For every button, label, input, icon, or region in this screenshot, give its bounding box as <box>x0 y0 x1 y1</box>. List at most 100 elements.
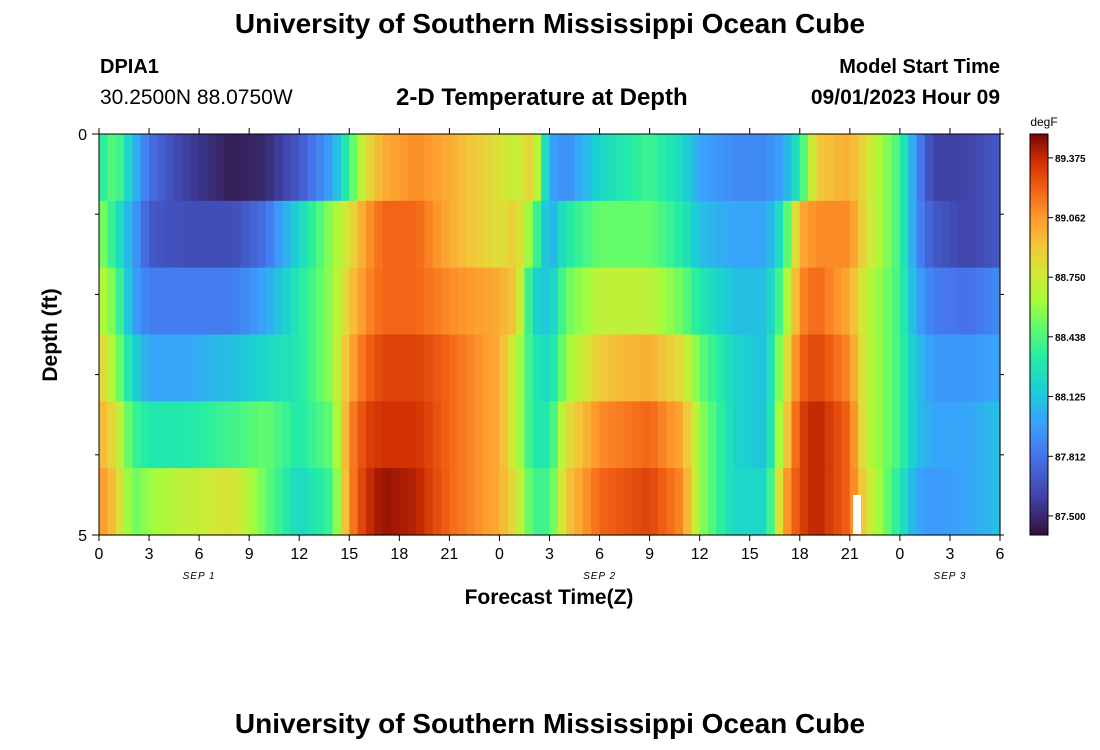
heatmap-cell <box>374 468 384 536</box>
heatmap-cell <box>983 200 993 269</box>
heatmap-cell <box>582 334 592 402</box>
heatmap-cell <box>324 200 334 269</box>
heatmap-cell <box>424 334 434 402</box>
x-tick-label: 6 <box>195 546 204 563</box>
heatmap-cell <box>941 468 951 536</box>
heatmap-cell <box>174 401 184 469</box>
heatmap-cell <box>549 401 559 469</box>
heatmap-cell <box>666 267 676 336</box>
heatmap-cell <box>357 334 367 402</box>
heatmap-cell <box>691 134 701 202</box>
heatmap-cell <box>474 468 484 536</box>
heatmap-cell <box>858 267 868 336</box>
heatmap-cell <box>708 134 717 202</box>
heatmap-cell <box>741 134 751 202</box>
heatmap-cell <box>816 334 826 402</box>
heatmap-cell <box>466 200 476 269</box>
x-tick-label: 6 <box>996 546 1005 563</box>
heatmap-cell <box>224 134 234 202</box>
heatmap-cell <box>566 334 576 402</box>
heatmap-cell <box>866 468 876 536</box>
x-tick-label: 0 <box>95 546 104 563</box>
heatmap-cell <box>574 401 584 469</box>
heatmap-cell <box>282 267 292 336</box>
heatmap-cell <box>908 134 918 202</box>
heatmap-cell <box>591 401 601 469</box>
heatmap-cell <box>841 267 851 336</box>
heatmap-cell <box>99 267 108 336</box>
heatmap-cell <box>682 267 692 336</box>
heatmap-cell <box>157 401 167 469</box>
heatmap-cell <box>482 468 492 536</box>
heatmap-cell <box>290 401 300 469</box>
heatmap-cell <box>916 334 926 402</box>
heatmap-cell <box>174 267 184 336</box>
heatmap-cell <box>207 401 217 469</box>
heatmap-cell <box>733 468 742 536</box>
heatmap-cell <box>474 200 484 269</box>
heatmap-cell <box>466 134 476 202</box>
heatmap-cell <box>824 401 834 469</box>
heatmap-cell <box>574 468 584 536</box>
heatmap-cell <box>849 134 859 202</box>
heatmap-cell <box>165 468 175 536</box>
heatmap-cell <box>140 134 150 202</box>
heatmap-cell <box>599 468 609 536</box>
heatmap-cell <box>290 267 300 336</box>
heatmap-cell <box>691 401 701 469</box>
heatmap-cell <box>157 468 167 536</box>
heatmap-cell <box>824 468 834 536</box>
model-start-label: Model Start Time <box>839 56 1000 78</box>
heatmap-cell <box>624 267 634 336</box>
heatmap-cell <box>499 468 509 536</box>
heatmap-cell <box>332 200 342 269</box>
heatmap-cell <box>649 401 659 469</box>
heatmap-cell <box>524 401 534 469</box>
heatmap-cell <box>441 401 450 469</box>
heatmap-cell <box>524 267 534 336</box>
heatmap-cell <box>365 267 375 336</box>
heatmap-cell <box>899 134 909 202</box>
heatmap-cell <box>265 334 275 402</box>
heatmap-cell <box>649 200 659 269</box>
heatmap-cell <box>783 468 793 536</box>
heatmap-cell <box>716 468 726 536</box>
heatmap-cell <box>908 401 918 469</box>
heatmap-cell <box>874 267 884 336</box>
heatmap-cell <box>207 200 217 269</box>
heatmap-cell <box>282 401 292 469</box>
heatmap-cell <box>616 334 626 402</box>
heatmap-cell <box>524 134 534 202</box>
heatmap-cell <box>374 134 384 202</box>
heatmap-cell <box>716 134 726 202</box>
heatmap-cell <box>482 401 492 469</box>
heatmap-cell <box>257 200 267 269</box>
heatmap-cell <box>549 334 559 402</box>
heatmap-cell <box>616 468 626 536</box>
heatmap-cell <box>349 267 359 336</box>
heatmap-cell <box>858 200 868 269</box>
heatmap-cell <box>299 401 309 469</box>
heatmap-cell <box>774 134 784 202</box>
heatmap-cell <box>407 468 417 536</box>
heatmap-cell <box>766 468 776 536</box>
heatmap-cell <box>174 200 184 269</box>
heatmap-cell <box>974 200 984 269</box>
heatmap-cell <box>249 200 259 269</box>
heatmap-cell <box>541 267 551 336</box>
heatmap-cell <box>749 134 759 202</box>
heatmap-cell <box>749 468 759 536</box>
heatmap-cell <box>632 401 642 469</box>
heatmap-cell <box>324 134 334 202</box>
heatmap-cell <box>307 200 317 269</box>
heatmap-cell <box>315 200 325 269</box>
heatmap-cell <box>215 401 225 469</box>
heatmap-cell <box>733 134 742 202</box>
heatmap-cell <box>582 401 592 469</box>
heatmap-cell <box>991 267 1001 336</box>
heatmap-cell <box>124 267 133 336</box>
heatmap-cell <box>866 401 876 469</box>
heatmap-cell <box>457 200 467 269</box>
heatmap-cell <box>799 200 809 269</box>
heatmap-cell <box>591 267 601 336</box>
